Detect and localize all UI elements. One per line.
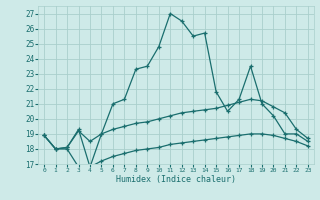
X-axis label: Humidex (Indice chaleur): Humidex (Indice chaleur) [116,175,236,184]
